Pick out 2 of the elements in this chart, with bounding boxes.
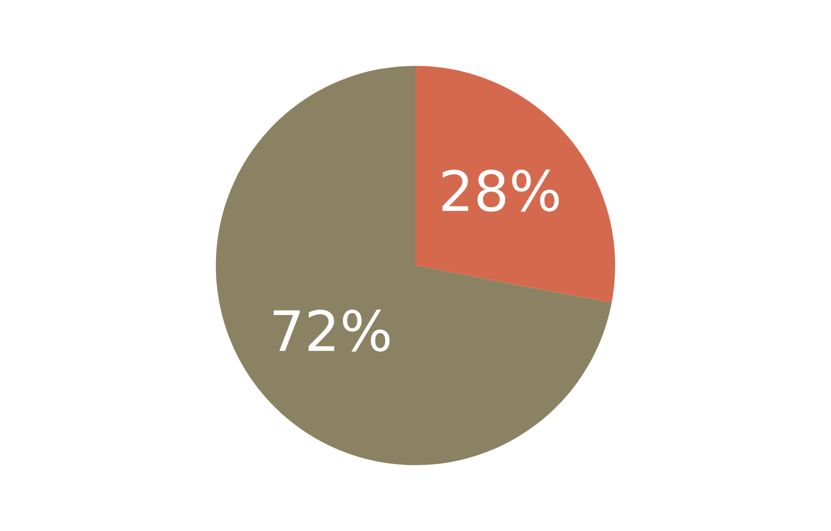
data-label: 72%: [274, 310, 390, 352]
data-label: 28%: [442, 170, 559, 212]
